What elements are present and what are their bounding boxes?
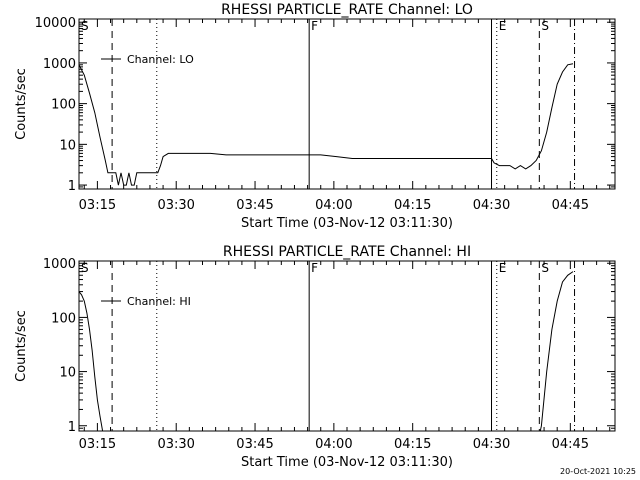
chart-panel-hi: RHESSI PARTICLE_RATE Channel: HI Start Ti… [14,244,616,470]
y-axis-label: Counts/sec [14,310,29,382]
y-axis-label: Counts/sec [14,68,29,140]
x-tick-label: 04:30 [473,437,510,452]
footer-timestamp: 20-Oct-2021 10:25 [560,467,636,476]
y-tick-label: 1000 [43,57,76,72]
x-tick-label: 03:15 [79,437,116,452]
x-tick-label: 04:45 [552,437,589,452]
marker-label: S [81,19,89,33]
x-tick-label: 04:30 [473,198,510,213]
x-tick-label: 03:30 [157,198,194,213]
x-tick-label: 03:15 [79,198,116,213]
chart-title: RHESSI PARTICLE_RATE Channel: HI [223,244,471,260]
y-tick-label: 100 [51,311,76,326]
y-tick-label: 10 [59,366,76,381]
x-tick-label: 04:15 [394,198,431,213]
series-line-lo [79,63,574,186]
x-tick-label: 04:15 [394,437,431,452]
x-tick-label: 04:00 [315,437,352,452]
y-tick-label: 100 [51,98,76,113]
marker-label: S [541,261,549,275]
marker-label: E [499,19,507,33]
chart-panel-lo: RHESSI PARTICLE_RATE Channel: LO Start Ti… [14,2,616,231]
x-tick-label: 03:45 [236,198,273,213]
marker-label: S [541,19,549,33]
legend-label: Channel: HI [127,295,191,308]
y-tick-label: 1 [68,179,76,194]
y-tick-label: 1000 [43,257,76,272]
x-tick-label: 03:30 [157,437,194,452]
y-tick-label: 10000 [35,16,76,31]
chart-title: RHESSI PARTICLE_RATE Channel: LO [221,2,473,18]
x-axis-label: Start Time (03-Nov-12 03:11:30) [241,216,453,231]
marker-label: S [81,261,89,275]
y-tick-label: 10 [59,138,76,153]
x-tick-label: 04:00 [315,198,352,213]
x-tick-label: 03:45 [236,437,273,452]
marker-label: F [311,19,318,33]
marker-label: E [499,261,507,275]
series-line-hi [79,271,574,431]
marker-label: F [311,261,318,275]
x-tick-label: 04:45 [552,198,589,213]
legend-label: Channel: LO [127,53,194,66]
y-tick-label: 1 [68,420,76,435]
x-axis-label: Start Time (03-Nov-12 03:11:30) [241,455,453,470]
